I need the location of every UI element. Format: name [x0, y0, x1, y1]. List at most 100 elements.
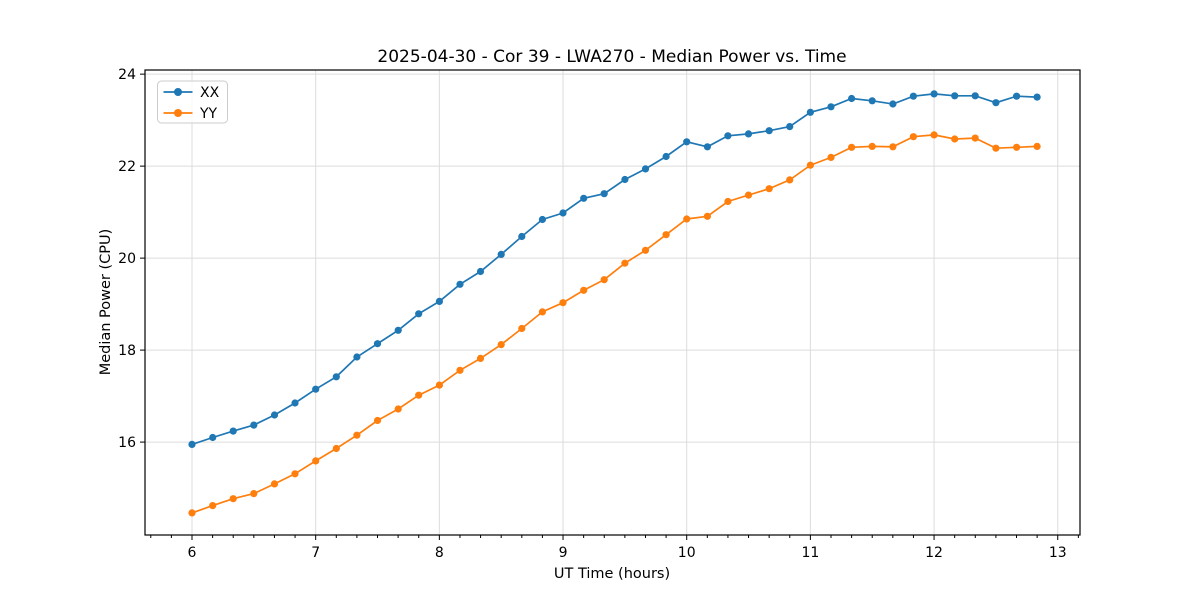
data-point-xx [538, 215, 547, 224]
data-point-yy [559, 299, 567, 307]
x-tick-label: 9 [559, 545, 568, 561]
data-point-xx [476, 267, 485, 276]
data-point-yy [538, 308, 547, 316]
x-tick-label: 8 [435, 545, 444, 561]
x-tick-label: 12 [925, 545, 943, 561]
data-point-yy [476, 354, 485, 362]
data-point-yy [250, 490, 258, 498]
y-tick-label: 18 [118, 343, 136, 359]
data-point-yy [291, 470, 299, 478]
data-point-yy [909, 133, 918, 141]
y-axis-label: Median Power (CPU) [98, 229, 114, 376]
data-point-yy [889, 143, 897, 151]
data-point-yy [600, 276, 608, 284]
data-point-xx [188, 440, 196, 448]
data-point-yy [765, 185, 773, 193]
legend: XX YY [157, 80, 228, 124]
x-tick-label: 6 [188, 545, 197, 561]
data-point-yy [786, 176, 794, 184]
data-point-xx [312, 385, 320, 393]
data-point-xx [786, 123, 794, 131]
data-point-xx [889, 100, 897, 108]
data-point-xx [703, 143, 712, 151]
data-point-yy [1033, 142, 1041, 150]
data-point-yy [209, 502, 217, 510]
data-point-yy [229, 495, 237, 503]
data-point-yy [641, 246, 650, 254]
data-point-xx [848, 94, 856, 103]
x-tick-label: 13 [1049, 545, 1067, 561]
data-point-xx [353, 353, 361, 361]
data-point-yy [353, 431, 361, 439]
data-point-xx [1013, 92, 1021, 100]
data-point-xx [456, 280, 464, 288]
data-point-yy [415, 391, 423, 399]
legend-label-xx: XX [200, 85, 220, 101]
y-tick-label: 22 [118, 159, 136, 175]
data-point-yy [394, 405, 402, 413]
series-line-yy [191, 134, 1038, 514]
data-point-xx [600, 190, 608, 198]
data-point-yy [373, 416, 382, 425]
data-point-xx [435, 297, 443, 305]
data-point-yy [806, 161, 815, 169]
data-point-yy [703, 212, 712, 220]
data-point-xx [971, 92, 979, 100]
y-tick-label: 24 [118, 67, 136, 83]
data-point-xx [394, 326, 402, 334]
data-point-yy [312, 457, 320, 465]
y-tick-label: 16 [118, 435, 136, 451]
data-point-xx [497, 250, 505, 258]
data-point-xx [415, 310, 423, 318]
data-point-xx [951, 92, 959, 100]
data-point-xx [229, 427, 237, 435]
data-point-xx [724, 132, 732, 140]
data-point-yy [744, 191, 753, 199]
data-point-xx [332, 373, 340, 381]
data-point-yy [868, 142, 876, 150]
chart-title: 2025-04-30 - Cor 39 - LWA270 - Median Po… [377, 47, 846, 67]
data-point-xx [868, 97, 876, 105]
data-point-xx [518, 232, 526, 241]
data-point-xx [641, 165, 650, 173]
data-point-xx [270, 411, 279, 419]
data-point-xx [559, 209, 567, 217]
x-tick-label: 7 [311, 545, 320, 561]
data-point-xx [827, 103, 835, 111]
axis-tick-labels: 6 7 8 9 10 11 12 13 16 18 20 22 24 [118, 67, 1066, 561]
x-tick-label: 11 [801, 545, 819, 561]
data-point-yy [1013, 143, 1021, 151]
data-point-xx [373, 340, 382, 348]
data-point-yy [435, 381, 443, 389]
data-point-yy [992, 144, 1000, 152]
data-point-yy [827, 153, 835, 161]
data-point-xx [291, 399, 299, 407]
data-point-yy [662, 231, 670, 239]
data-point-xx [765, 127, 773, 135]
data-point-yy [580, 286, 588, 294]
data-point-xx [683, 138, 691, 146]
data-point-xx [662, 152, 670, 161]
data-point-xx [806, 108, 815, 116]
plot-frame [144, 69, 1081, 536]
grid-lines [145, 70, 1080, 535]
data-point-yy [848, 143, 856, 151]
data-point-yy [621, 259, 629, 267]
y-tick-label: 20 [118, 251, 136, 267]
series-line-xx [191, 93, 1038, 446]
data-point-xx [992, 99, 1000, 107]
data-point-xx [250, 421, 258, 429]
data-point-yy [270, 480, 279, 488]
data-point-yy [971, 134, 979, 142]
data-point-xx [621, 175, 629, 184]
data-point-yy [456, 366, 464, 374]
data-point-yy [497, 341, 505, 349]
data-point-yy [683, 215, 691, 223]
data-point-yy [951, 135, 959, 143]
data-point-xx [909, 92, 918, 100]
legend-swatches [163, 88, 193, 117]
x-axis-label: UT Time (hours) [554, 566, 670, 582]
axis-ticks [140, 73, 1079, 540]
